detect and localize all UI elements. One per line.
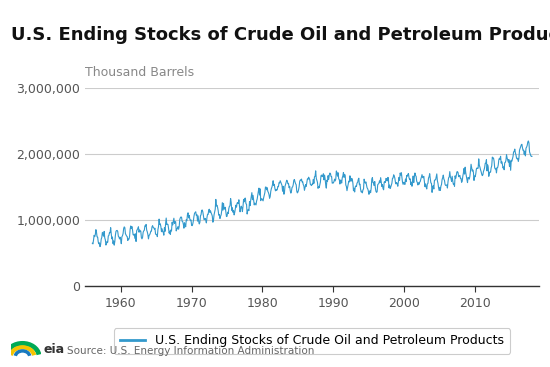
Text: U.S. Ending Stocks of Crude Oil and Petroleum Products: U.S. Ending Stocks of Crude Oil and Petr… xyxy=(11,26,550,44)
Text: Thousand Barrels: Thousand Barrels xyxy=(85,66,194,79)
Text: eia: eia xyxy=(44,343,65,356)
Legend: U.S. Ending Stocks of Crude Oil and Petroleum Products: U.S. Ending Stocks of Crude Oil and Petr… xyxy=(114,328,510,354)
Text: Source: U.S. Energy Information Administration: Source: U.S. Energy Information Administ… xyxy=(67,346,315,356)
